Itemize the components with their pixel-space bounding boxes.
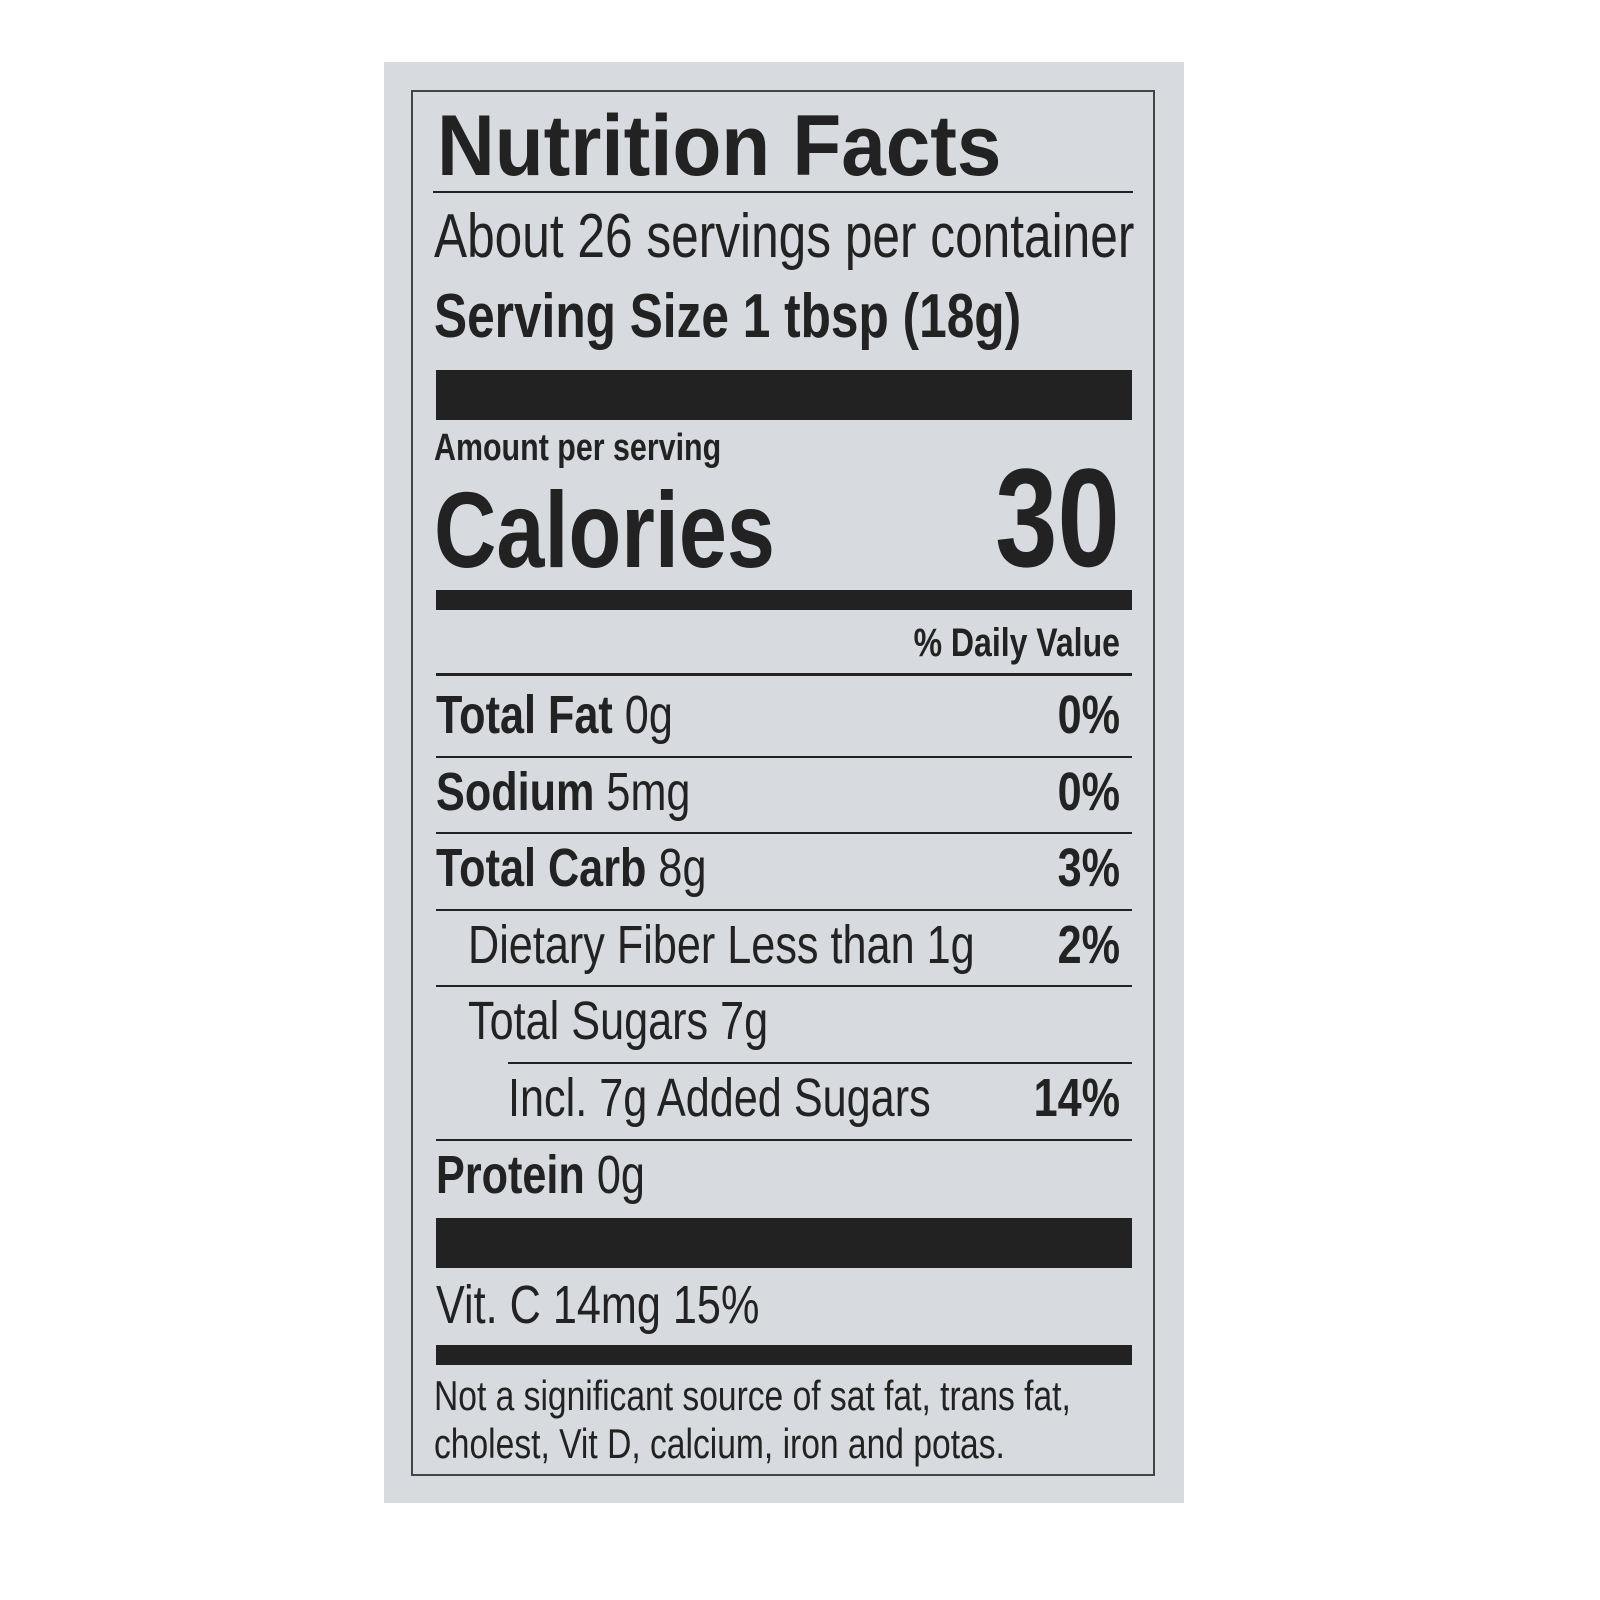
title: Nutrition Facts — [437, 98, 1044, 194]
serving-size-value: 1 tbsp (18g) — [742, 282, 1022, 351]
nutrient-amount: 5mg — [606, 762, 691, 822]
rule — [436, 909, 1132, 911]
medium-bar — [436, 590, 1132, 610]
nutrient-amount: 0g — [596, 1145, 645, 1205]
serving-size-label: Serving Size — [434, 282, 729, 351]
amount-per-serving: Amount per serving — [434, 426, 793, 470]
nutrient-name: Sodium — [436, 762, 595, 822]
rule — [508, 1062, 1132, 1064]
rule — [433, 191, 1133, 193]
nutrient-name: Dietary Fiber Less than 1g — [468, 915, 975, 975]
rule — [436, 985, 1132, 987]
calories-value: 30 — [964, 448, 1120, 588]
rule — [436, 1139, 1132, 1141]
servings: About 26 servings per container — [434, 202, 1309, 272]
footnote-line: Not a significant source of sat fat, tra… — [434, 1372, 1071, 1419]
dv-header: % Daily Value — [862, 620, 1120, 666]
thick-bar — [436, 370, 1132, 420]
thick-bar — [436, 1218, 1132, 1268]
medium-bar — [436, 1345, 1132, 1365]
nutrient-amount: 0g — [624, 685, 673, 745]
rule — [436, 832, 1132, 834]
nutrient-dv: 3% — [1057, 838, 1120, 898]
nutrient-name: Incl. 7g Added Sugars — [508, 1068, 931, 1128]
nutrient-name: Total Fat — [436, 685, 613, 745]
title-text: Nutrition Facts — [437, 98, 1002, 194]
dv-header-text: % Daily Value — [913, 621, 1120, 665]
nutrient-row: Total Sugars 7g — [436, 991, 1120, 1051]
serving-size: Serving Size 1 tbsp (18g) — [434, 282, 1168, 352]
nutrient-row: Total Carb 8g 3% — [436, 838, 1120, 898]
nutrient-amount: 8g — [658, 838, 707, 898]
calories-label: Calories — [434, 472, 860, 588]
nutrient-dv: 0% — [1057, 685, 1120, 745]
nutrient-row: Dietary Fiber Less than 1g 2% — [436, 915, 1120, 975]
calories-label-text: Calories — [434, 469, 775, 590]
nutrient-row: Sodium 5mg 0% — [436, 762, 1120, 822]
nutrient-dv: 14% — [1033, 1068, 1120, 1128]
rule — [436, 756, 1132, 758]
nutrient-name: Total Sugars 7g — [468, 991, 769, 1051]
nutrient-row: Incl. 7g Added Sugars 14% — [436, 1068, 1120, 1128]
nutrient-name: Total Carb — [436, 838, 647, 898]
footnote: Not a significant source of sat fat, tra… — [434, 1372, 1230, 1468]
servings-text: About 26 servings per container — [434, 202, 1135, 271]
vitamins-text: Vit. C 14mg 15% — [436, 1275, 760, 1335]
label-frame — [411, 90, 1155, 1476]
nutrient-dv: 0% — [1057, 762, 1120, 822]
nutrient-row: Total Fat 0g 0% — [436, 685, 1120, 745]
footnote-line: cholest, Vit D, calcium, iron and potas. — [434, 1420, 1005, 1467]
rule — [436, 673, 1132, 676]
amount-text: Amount per serving — [434, 427, 722, 469]
nutrient-row: Protein 0g — [436, 1145, 1120, 1205]
calories-value-text: 30 — [995, 439, 1120, 596]
nutrient-dv: 2% — [1057, 915, 1120, 975]
nutrient-name: Protein — [436, 1145, 585, 1205]
vitamin-row: Vit. C 14mg 15% — [436, 1275, 1120, 1335]
